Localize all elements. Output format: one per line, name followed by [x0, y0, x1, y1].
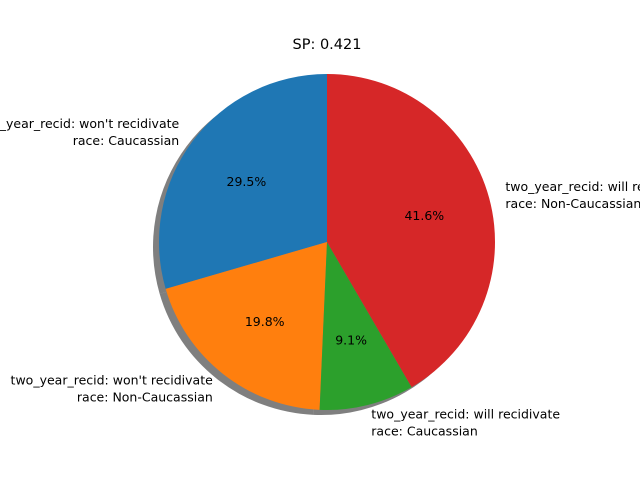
pie-slice-label-line1: two_year_recid: won't recidivate	[0, 116, 179, 131]
chart-title: SP: 0.421	[293, 37, 362, 53]
pie-slices	[158, 74, 496, 411]
pie-slice-label: two_year_recid: won't recidivate race: Ca…	[0, 116, 179, 148]
pie-slice-1	[158, 74, 327, 289]
pie-slice-label-line2: race: Caucassian	[73, 133, 179, 148]
pie-slice-label-line1: two_year_recid: will recidivate	[505, 179, 640, 194]
pie-slice-label: two_year_recid: will recidivate race: Cau…	[371, 406, 560, 438]
pie-slice-label-line2: race: Caucassian	[371, 423, 477, 438]
pie-slice-2	[165, 242, 327, 410]
pie-slice-4	[327, 74, 496, 388]
pie-slice-percent-label: 9.1%	[335, 332, 367, 347]
pie-slice-percent-label: 29.5%	[227, 174, 267, 189]
pie-percent-labels: 29.5% 19.8% 9.1% 41.6%	[227, 174, 445, 347]
pie-slice-label: two_year_recid: will recidivate race: Non…	[505, 179, 640, 211]
pie-slice-percent-label: 41.6%	[404, 208, 444, 223]
pie-slice-label: two_year_recid: won't recidivate race: No…	[11, 372, 214, 404]
pie-slice-label-line2: race: Non-Caucassian	[505, 196, 640, 211]
pie-slice-label-line1: two_year_recid: will recidivate	[371, 406, 560, 421]
pie-slice-label-line1: two_year_recid: won't recidivate	[11, 372, 214, 387]
pie-slice-percent-label: 19.8%	[245, 314, 285, 329]
pie-slice-labels: two_year_recid: won't recidivate race: Ca…	[0, 116, 640, 438]
pie-slice-3	[319, 242, 412, 411]
pie-slice-label-line2: race: Non-Caucassian	[77, 389, 213, 404]
